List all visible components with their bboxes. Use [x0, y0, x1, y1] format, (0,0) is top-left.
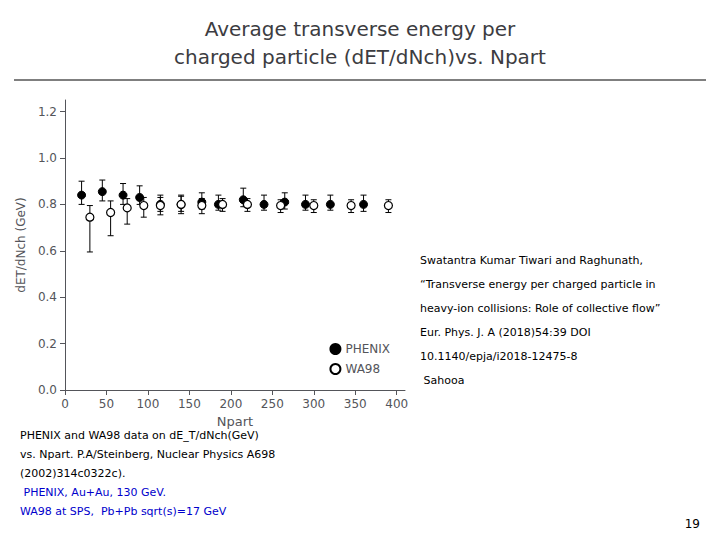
svg-text:19: 19: [685, 517, 700, 531]
svg-text:Swatantra Kumar Tiwari and Rag: Swatantra Kumar Tiwari and Raghunath,: [420, 254, 643, 267]
svg-text:50: 50: [99, 397, 114, 411]
svg-text:charged particle (dET/dNch)vs.: charged particle (dET/dNch)vs. Npart: [174, 45, 546, 69]
svg-text:0.6: 0.6: [38, 244, 57, 258]
svg-text:1.0: 1.0: [38, 151, 57, 165]
svg-text:300: 300: [302, 397, 325, 411]
svg-text:Npart: Npart: [217, 414, 253, 429]
svg-text:PHENIX, Au+Au, 130 GeV.: PHENIX, Au+Au, 130 GeV.: [20, 486, 166, 499]
svg-text:250: 250: [261, 397, 284, 411]
svg-text:dET/dNch (GeV): dET/dNch (GeV): [14, 197, 28, 292]
svg-text:100: 100: [136, 397, 159, 411]
svg-text:Average transverse energy per: Average transverse energy per: [205, 17, 516, 41]
svg-text:WA98 at SPS, Pb+Pb sqrt(s)=17: WA98 at SPS, Pb+Pb sqrt(s)=17 GeV: [20, 505, 227, 518]
svg-text:400: 400: [385, 397, 408, 411]
svg-text:PHENIX and WA98 data on dE_T/d: PHENIX and WA98 data on dE_T/dNch(GeV): [20, 429, 259, 442]
svg-text:Eur. Phys. J. A (2018)54:39 DO: Eur. Phys. J. A (2018)54:39 DOI: [420, 326, 591, 339]
svg-text:WA98: WA98: [345, 362, 380, 376]
svg-text:(2002)314c0322c).: (2002)314c0322c).: [20, 467, 125, 480]
svg-text:“Transverse energy per charged: “Transverse energy per charged particle …: [420, 278, 656, 291]
svg-text:vs. Npart. P.A/Steinberg, Nucl: vs. Npart. P.A/Steinberg, Nuclear Physic…: [20, 448, 275, 461]
svg-text:1.2: 1.2: [38, 105, 57, 119]
svg-text:heavy-ion collisions: Role of: heavy-ion collisions: Role of collective…: [420, 302, 660, 315]
svg-text:0.8: 0.8: [38, 197, 57, 211]
svg-text:0.4: 0.4: [38, 290, 57, 304]
svg-text:200: 200: [219, 397, 242, 411]
svg-text:PHENIX: PHENIX: [345, 342, 390, 356]
svg-text:0.2: 0.2: [38, 337, 57, 351]
svg-text:0.0: 0.0: [38, 383, 57, 397]
svg-text:10.1140/epja/i2018-12475-8: 10.1140/epja/i2018-12475-8: [420, 350, 577, 363]
svg-text:0: 0: [61, 397, 69, 411]
svg-text:350: 350: [344, 397, 367, 411]
svg-text:150: 150: [178, 397, 201, 411]
svg-text:Sahooa: Sahooa: [420, 374, 464, 387]
